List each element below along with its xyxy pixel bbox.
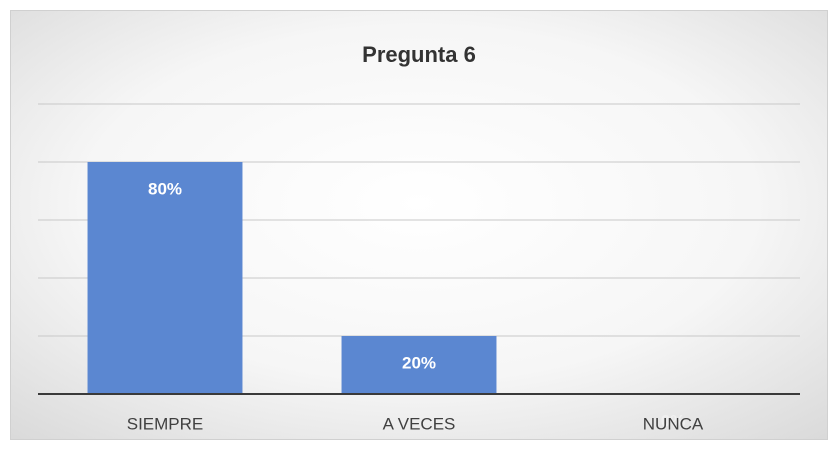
x-tick-label: A VECES (383, 414, 456, 433)
bar (341, 336, 497, 394)
bar (87, 162, 243, 394)
data-label: 0% (661, 411, 686, 430)
chart-title: Pregunta 6 (362, 42, 476, 67)
data-label: 80% (148, 179, 182, 198)
data-label: 20% (402, 353, 436, 372)
x-tick-label: NUNCA (643, 414, 704, 433)
x-tick-label: SIEMPRE (127, 414, 204, 433)
